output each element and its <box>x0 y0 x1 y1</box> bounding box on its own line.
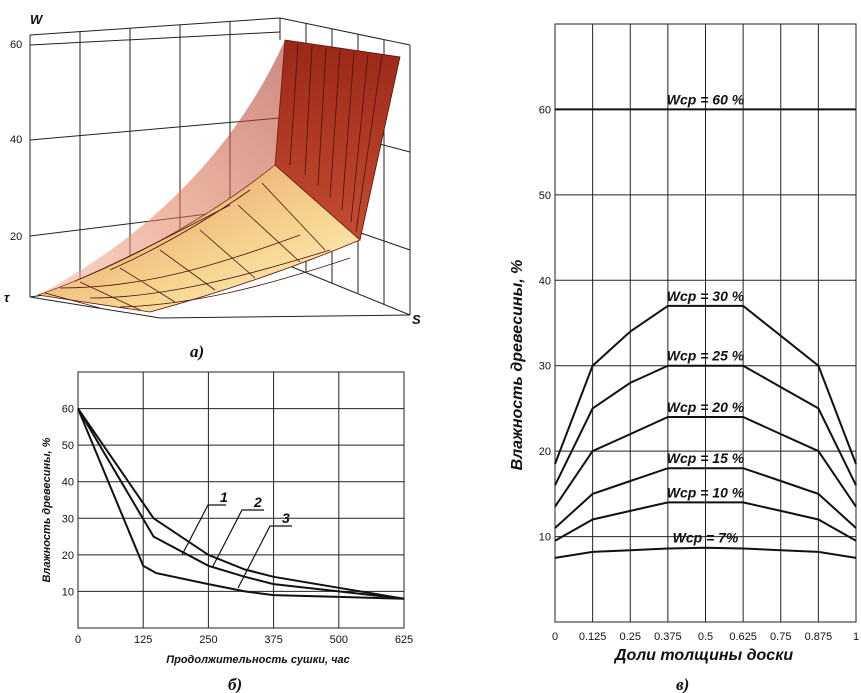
y-tick-label: 50 <box>62 440 74 452</box>
panel-c-grid <box>554 23 857 623</box>
drying-curves-panel: 0 125 250 375 500 625 10 20 30 40 50 60 Продолжител… <box>41 371 413 693</box>
y-tick-label: 50 <box>539 190 551 202</box>
x-tick-label: 0 <box>552 631 558 643</box>
curve-label-1: 1 <box>220 489 228 505</box>
series-line-2 <box>554 304 857 465</box>
panel-b-xlabel: Продолжительность сушки, час <box>166 654 350 666</box>
profile-label-4: Wcp = 20 % <box>667 399 745 415</box>
y-tick-label: 30 <box>539 361 551 373</box>
x-tick-label: 0.5 <box>698 631 713 643</box>
series-line-4 <box>554 416 857 508</box>
axis-label-s: S <box>412 312 421 327</box>
profile-label-3: Wcp = 25 % <box>667 348 745 364</box>
profile-label-7: Wcp = 7% <box>673 530 739 546</box>
caption-b: б) <box>228 675 242 693</box>
panel-c-series <box>554 108 857 559</box>
curve-label-3: 3 <box>282 510 290 526</box>
y-tick-label: 60 <box>539 104 551 116</box>
panel-b-ticks: 0 125 250 375 500 625 10 20 30 40 50 60 <box>62 404 413 646</box>
y-tick-label: 30 <box>62 513 74 525</box>
profile-label-2: Wcp = 30 % <box>667 288 745 304</box>
panel-b-grid <box>77 371 405 629</box>
panel-b-ylabel: Влажность древесины, % <box>41 437 53 582</box>
series-line-1 <box>77 408 405 600</box>
x-tick-label: 0 <box>75 634 81 646</box>
x-tick-label: 0.625 <box>729 631 757 643</box>
panel-c-ylabel: Влажность древесины, % <box>509 260 526 471</box>
caption-c: в) <box>676 675 689 693</box>
axis-label-tau: τ <box>4 290 10 305</box>
z-tick-60: 60 <box>10 39 22 51</box>
x-tick-label: 0.25 <box>620 631 641 643</box>
y-tick-label: 20 <box>539 446 551 458</box>
series-line-6 <box>554 501 857 542</box>
y-tick-label: 40 <box>62 477 74 489</box>
profile-label-1: Wcp = 60 % <box>667 91 745 107</box>
y-tick-label: 60 <box>62 404 74 416</box>
x-tick-label: 0.375 <box>654 631 682 643</box>
z-tick-40: 40 <box>10 134 22 146</box>
caption-a: а) <box>190 342 204 361</box>
z-tick-20: 20 <box>10 231 22 243</box>
x-tick-label: 500 <box>330 634 348 646</box>
profile-label-6: Wcp = 10 % <box>667 484 745 500</box>
x-tick-label: 625 <box>395 634 413 646</box>
panel-c-ticks: 0 0.125 0.25 0.375 0.5 0.625 0.75 0.875 1 10 20 30 4… <box>539 104 859 643</box>
series-line-3 <box>554 364 857 486</box>
y-tick-label: 40 <box>539 275 551 287</box>
y-tick-label: 10 <box>539 532 551 544</box>
panel-c-xlabel: Доли толщины доски <box>613 647 793 664</box>
x-tick-label: 125 <box>134 634 152 646</box>
series-line-3 <box>77 408 405 600</box>
series-line-2 <box>77 408 405 600</box>
x-tick-label: 250 <box>199 634 217 646</box>
series-line-5 <box>554 467 857 529</box>
x-tick-label: 1 <box>853 631 859 643</box>
x-tick-label: 0.75 <box>770 631 791 643</box>
axis-label-w: W <box>30 12 44 27</box>
y-tick-label: 10 <box>62 586 74 598</box>
panel-c-curve-labels: Wcp = 60 % Wcp = 30 % Wcp = 25 % Wcp = 20 %… <box>667 91 745 545</box>
surface-3d-panel: 60 40 20 W τ S а) <box>4 12 421 361</box>
x-tick-label: 375 <box>264 634 282 646</box>
series-line-7 <box>554 546 857 559</box>
x-tick-label: 0.875 <box>805 631 833 643</box>
y-tick-label: 20 <box>62 550 74 562</box>
x-tick-label: 0.125 <box>579 631 607 643</box>
curve-label-2: 2 <box>253 494 262 510</box>
profile-label-5: Wcp = 15 % <box>667 450 745 466</box>
moisture-profile-panel: 0 0.125 0.25 0.375 0.5 0.625 0.75 0.875 1 10 20 30 4… <box>509 23 859 693</box>
panel-b-series <box>77 408 405 600</box>
